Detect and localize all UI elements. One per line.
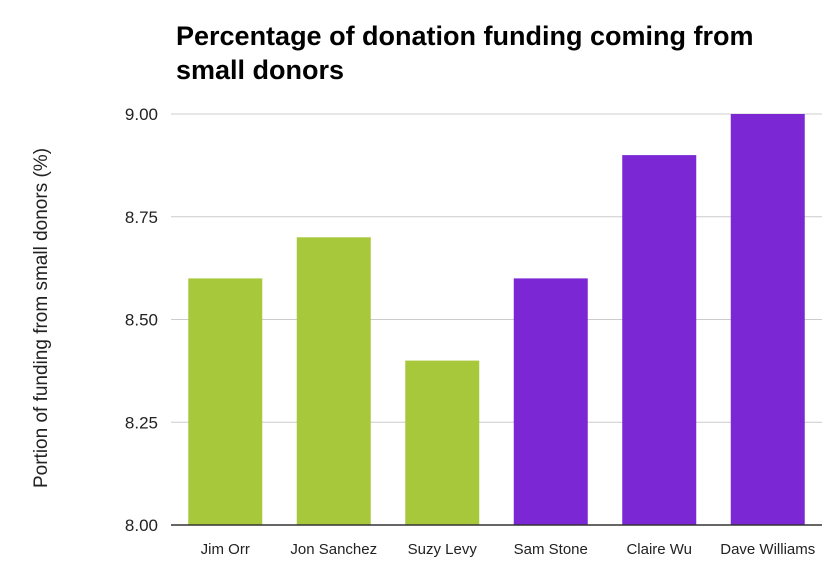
bar-jim-orr [188,278,263,525]
y-tick-label: 8.50 [125,311,158,330]
y-tick-labels: 8.00 8.25 8.50 8.75 9.00 [125,105,158,535]
y-axis-label: Portion of funding from small donors (%) [31,148,52,488]
x-tick-label: Claire Wu [626,541,692,558]
y-tick-label: 8.25 [125,413,158,432]
y-tick-label: 9.00 [125,105,158,124]
bar-dave-williams [730,114,805,525]
gridlines [171,113,822,423]
x-tick-label: Suzy Levy [408,541,478,558]
x-tick-label: Dave Williams [720,541,815,558]
chart-title-line-1: Percentage of donation funding coming fr… [176,21,754,51]
chart-title-line-2: small donors [176,55,344,85]
x-tick-label: Jim Orr [201,541,250,558]
y-tick-label: 8.75 [125,208,158,227]
bar-claire-wu [622,155,697,525]
bar-suzy-levy [405,360,480,525]
bar-sam-stone [513,278,588,525]
x-tick-label: Sam Stone [514,541,588,558]
x-tick-label: Jon Sanchez [290,541,377,558]
y-tick-label: 8.00 [125,516,158,535]
bar-jon-sanchez [296,237,371,526]
bars [188,114,805,526]
x-tick-labels: Jim Orr Jon Sanchez Suzy Levy Sam Stone Clai… [201,541,816,558]
